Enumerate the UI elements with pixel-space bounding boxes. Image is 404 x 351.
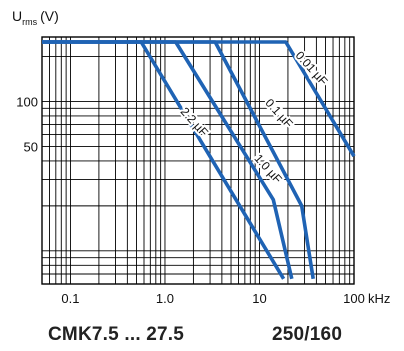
x-unit-label: kHz	[368, 291, 390, 306]
series-line-2	[42, 40, 315, 280]
y-axis-title: Urms (V)	[12, 8, 59, 27]
grid	[41, 36, 355, 285]
series-label-0: 2.2 µF	[178, 105, 211, 140]
x-tick-label: 10	[252, 291, 266, 306]
x-tick-label: 0.1	[61, 291, 79, 306]
x-tick-label: 100	[343, 291, 365, 306]
x-tick-label: 1.0	[156, 291, 174, 306]
y-tick-label: 50	[24, 139, 38, 154]
y-tick-label: 100	[16, 94, 38, 109]
series-line-3	[42, 40, 356, 158]
voltage-rating-label: 250/160	[272, 324, 343, 345]
series-lines	[42, 40, 356, 280]
series-label-1: 1.0 µF	[251, 151, 284, 186]
product-series-label: CMK7.5 ... 27.5	[48, 324, 185, 345]
